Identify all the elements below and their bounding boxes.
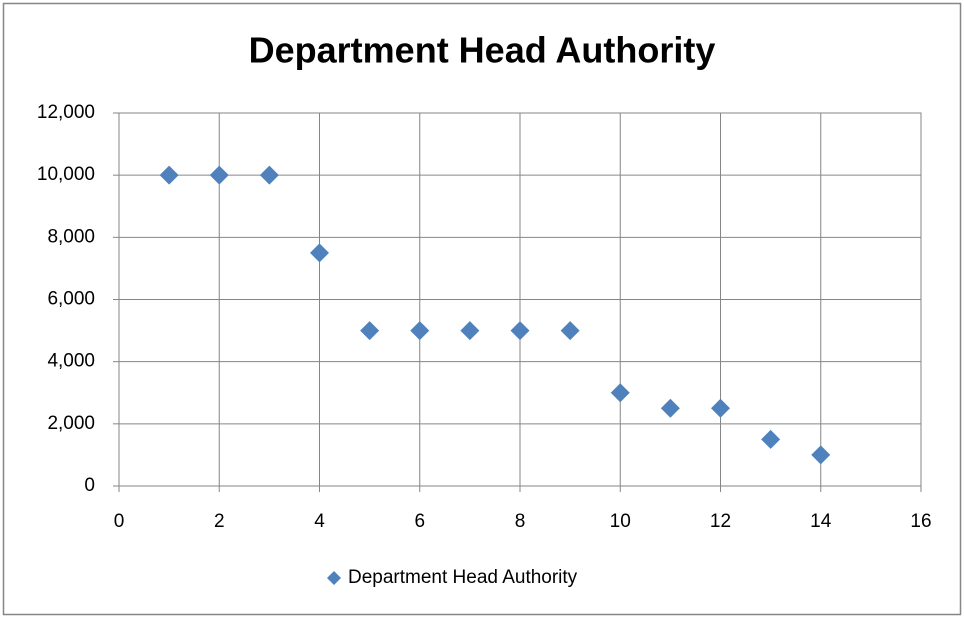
y-tick-label: 10,000 (37, 164, 95, 185)
data-point (259, 165, 279, 185)
data-point (560, 321, 580, 341)
data-point (610, 383, 630, 403)
data-point (310, 243, 329, 263)
y-tick-label: 2,000 (47, 413, 95, 434)
x-tick-label: 14 (810, 511, 832, 532)
x-tick-label: 0 (114, 511, 125, 532)
x-tick-label: 4 (314, 511, 325, 532)
data-point (360, 321, 380, 341)
data-point (410, 321, 430, 341)
y-tick-label: 0 (84, 475, 95, 496)
data-point (159, 165, 179, 185)
legend-marker (327, 571, 341, 585)
x-tick-label: 16 (910, 511, 931, 532)
y-tick-label: 4,000 (47, 351, 95, 372)
data-point (510, 321, 530, 341)
y-tick-label: 12,000 (37, 102, 95, 123)
x-tick-label: 6 (414, 511, 425, 532)
data-point (460, 321, 480, 341)
x-tick-label: 10 (610, 511, 631, 532)
data-point (209, 165, 229, 185)
data-point (711, 398, 730, 418)
plot-area-border (118, 112, 922, 487)
x-tick-label: 2 (214, 511, 225, 532)
x-tick-label: 8 (515, 511, 526, 532)
x-tick-label: 12 (710, 511, 731, 532)
y-tick-label: 8,000 (47, 226, 95, 247)
chart-title: Department Head Authority (249, 30, 716, 71)
y-tick-label: 6,000 (47, 289, 95, 310)
legend-label: Department Head Authority (348, 567, 578, 588)
data-point (761, 429, 781, 449)
data-point (811, 445, 831, 465)
data-point (660, 398, 680, 418)
